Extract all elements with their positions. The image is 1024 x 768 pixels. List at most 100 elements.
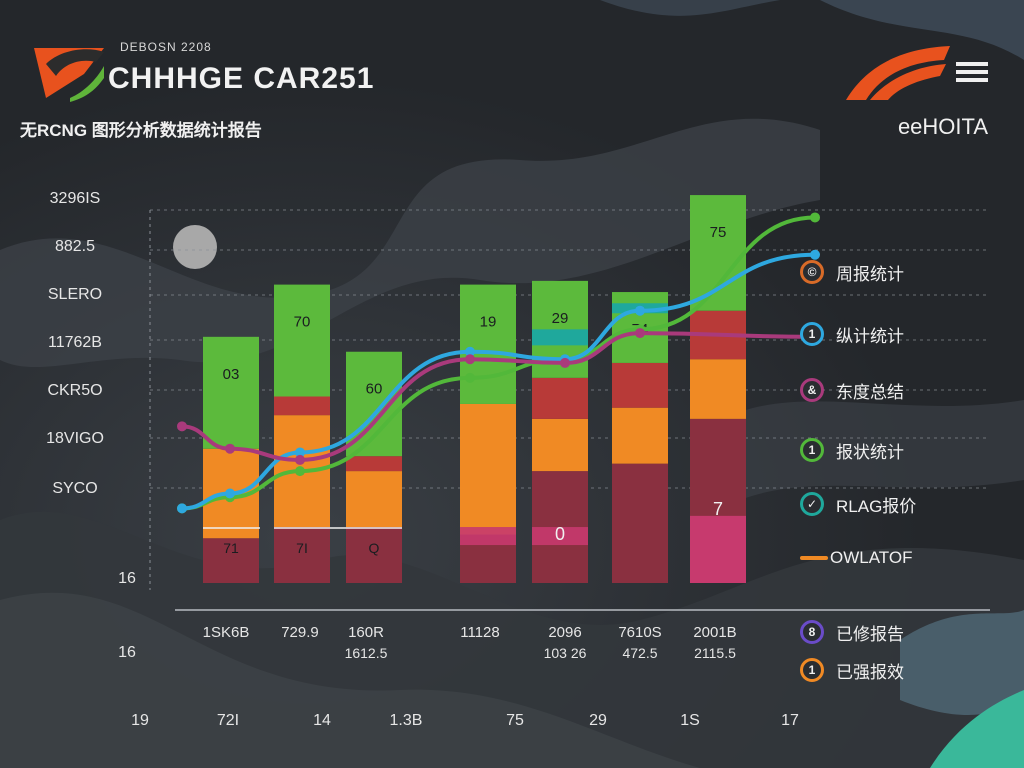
y-tick-label: CKR5O <box>47 382 102 399</box>
report-subheading: DEBOSN 2208 <box>120 40 212 54</box>
hamburger-menu-icon <box>956 78 988 82</box>
bar-segment <box>612 463 668 583</box>
bar-segment <box>274 527 330 583</box>
bar-segment <box>690 195 746 311</box>
line-point <box>295 466 305 477</box>
legend-dot-marker: 1 <box>800 658 824 682</box>
y-tick-label: 18VIGO <box>46 430 104 447</box>
x-tick-label: 729.9 <box>281 624 319 641</box>
bar-value-label: 03 <box>223 366 240 383</box>
legend-label: 已修报告 <box>836 624 904 644</box>
line-point <box>225 443 235 454</box>
legend-item: & 东度总结 <box>800 376 904 404</box>
bar-segment <box>532 377 588 419</box>
line-point <box>177 503 187 514</box>
bar-inner-label: 7 <box>713 499 723 519</box>
legend-dot-marker: © <box>800 260 824 284</box>
hamburger-menu-icon <box>956 62 988 66</box>
legend-item: OWLATOF <box>800 544 913 572</box>
bar-segment <box>274 284 330 397</box>
x-tick-label: 2096 <box>548 624 581 641</box>
bar-segment <box>460 284 516 404</box>
logo-stripe <box>46 49 104 76</box>
x-tick-label: 75 <box>506 712 524 729</box>
line-point <box>225 488 235 499</box>
line-point <box>465 372 475 383</box>
legend-label: 报状统计 <box>836 442 904 462</box>
series-line <box>180 215 817 511</box>
line-point <box>177 421 187 432</box>
x-tick-label: 2115.5 <box>694 645 736 661</box>
x-tick-label: 11128 <box>460 624 500 641</box>
bar-segment <box>274 396 330 416</box>
legend-label: OWLATOF <box>830 548 913 567</box>
bar-segment <box>346 471 402 528</box>
x-tick-label: 1S <box>680 712 700 729</box>
line-point <box>465 346 475 357</box>
x-tick-label: 29 <box>589 712 607 729</box>
legend-label: 周报统计 <box>836 264 904 284</box>
hamburger-menu-icon <box>956 70 988 74</box>
line-point <box>295 447 305 458</box>
bar-value-label: 70 <box>294 314 311 331</box>
chart-title: CHHHGE CAR251 <box>108 62 375 95</box>
legend-item: 1 已强报效 <box>800 656 904 684</box>
bar-segment <box>203 336 259 449</box>
legend-dot-marker: 1 <box>800 438 824 462</box>
y-tick-label: 3296IS <box>50 190 101 207</box>
line-point <box>465 354 475 365</box>
bar-value-label: 60 <box>366 381 383 398</box>
x-tick-label: 472.5 <box>622 645 657 661</box>
line-point <box>810 212 820 223</box>
brand-swoosh-icon <box>846 46 950 100</box>
legend-dot-marker: 1 <box>800 322 824 346</box>
legend-item: 8 已修报告 <box>800 618 904 646</box>
legend-item: 1 报状统计 <box>800 436 904 464</box>
x-tick-label: 17 <box>781 712 799 729</box>
bar-value-label: 19 <box>480 314 497 331</box>
bar-accent <box>532 329 588 346</box>
line-point <box>295 454 305 465</box>
bar-inner-label: 0 <box>555 524 565 544</box>
legend-dot-marker: & <box>800 378 824 402</box>
legend-item: © 周报统计 <box>800 258 904 286</box>
legend-label: 纵计统计 <box>836 326 904 346</box>
legend-item: ✓ RLAG报价 <box>800 490 916 518</box>
x-tick-label: 72I <box>217 712 239 729</box>
y-tick-label: 16 <box>118 644 136 661</box>
legend-dot-marker: ✓ <box>800 492 824 516</box>
bar-accent <box>690 515 746 583</box>
logo-leaf <box>70 66 104 102</box>
y-tick-label: 11762B <box>48 334 102 351</box>
line-point <box>810 249 820 260</box>
moon-circle-icon <box>173 225 217 269</box>
bar-accent <box>460 527 516 546</box>
x-tick-label: 103 26 <box>544 645 587 661</box>
bar-segment <box>346 456 402 472</box>
legend-label: 东度总结 <box>836 382 904 402</box>
bar-segment <box>532 418 588 472</box>
legend-label: 已强报效 <box>836 662 904 682</box>
legend-label: RLAG报价 <box>836 496 917 516</box>
chart-subtitle: 无RCNG 图形分析数据统计报告 <box>20 121 262 140</box>
bar-accent <box>532 527 588 546</box>
bar-inner-label: 7I <box>296 540 308 556</box>
bar-segment <box>612 362 668 408</box>
x-tick-label: 1SK6B <box>203 624 250 641</box>
bar-value-label: 29 <box>552 310 569 327</box>
bar-segment <box>460 403 516 535</box>
brand-swoosh-2 <box>870 64 946 100</box>
legend-item: 1 纵计统计 <box>800 320 904 348</box>
line-point <box>635 305 645 316</box>
x-tick-label: 1612.5 <box>345 645 388 661</box>
y-tick-label: SLERO <box>48 286 102 303</box>
x-tick-label: 14 <box>313 712 331 729</box>
line-point <box>635 328 645 339</box>
x-tick-label: 7610S <box>618 624 661 641</box>
x-tick-label: 2001B <box>693 624 736 641</box>
x-tick-label: 19 <box>131 712 149 729</box>
y-tick-label: SYCO <box>52 480 97 497</box>
x-tick-label: 1.3B <box>390 712 423 729</box>
line-point <box>560 357 570 368</box>
bar-inner-label: 71 <box>223 540 239 556</box>
